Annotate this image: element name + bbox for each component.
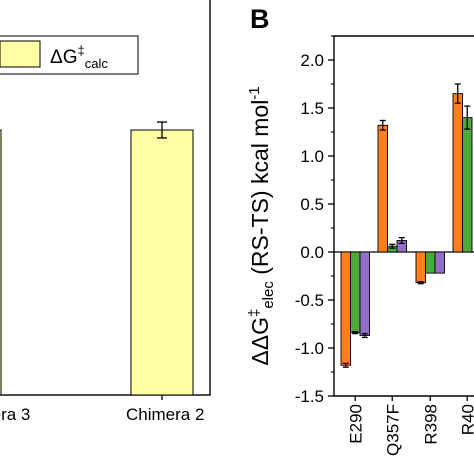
y-axis-label-sup: ‡	[246, 309, 263, 317]
legend-label-sup: ‡	[77, 43, 84, 58]
bar-chimera-2	[130, 129, 194, 396]
x-tick-label: Chimera 2	[126, 405, 204, 424]
y-axis-label-sub: elec	[260, 281, 277, 309]
bar-r398-series-2	[425, 251, 436, 274]
legend-swatch	[0, 40, 41, 68]
y-axis-label-prefix: ΔΔG	[247, 317, 273, 366]
bar-chimera-3	[0, 129, 2, 396]
bar-e290-series-1	[340, 251, 351, 366]
legend-label-sub: calc	[85, 56, 109, 71]
bar-r398-series-3	[434, 251, 445, 274]
y-tick-label: -1.0	[295, 339, 324, 358]
y-axis-label-text: (RS-TS) kcal mol	[247, 100, 273, 281]
panel-label-b: B	[250, 4, 270, 34]
bar-r398-series-1	[415, 251, 426, 284]
x-tick-label: era 3	[0, 405, 30, 424]
y-tick-label: -0.5	[295, 291, 324, 310]
bar-r404-series-2	[462, 117, 473, 253]
x-tick-label: Q357F	[383, 404, 402, 456]
y-tick-label: -1.5	[295, 387, 324, 406]
bar-r404-series-1	[452, 93, 463, 253]
y-axis-label-unit-sup: -1	[246, 86, 263, 99]
x-tick-label: R398	[421, 404, 440, 445]
legend-label: ΔG‡calc	[50, 43, 108, 71]
panel-b: -1.5 -1.0 -0.5 0.0 0.5 1.0 1.5 2.0 ΔΔG‡elec (RS-…	[246, 4, 474, 456]
bar-e290-series-2	[350, 251, 361, 334]
x-tick-label: R40	[458, 404, 474, 435]
y-tick-label: 1.0	[300, 147, 324, 166]
y-tick-label: 2.0	[300, 51, 324, 70]
y-axis-label: ΔΔG‡elec (RS-TS) kcal mol-1	[246, 86, 277, 365]
panel-a: era 3 Chimera 2 ΔG‡calc	[0, 0, 211, 424]
y-tick-label: 0.5	[300, 195, 324, 214]
plot-frame	[0, 0, 211, 396]
legend-label-main: ΔG	[50, 47, 77, 68]
y-tick-label: 0.0	[300, 243, 324, 262]
x-tick-label: E290	[346, 404, 365, 444]
y-tick-label: 1.5	[300, 99, 324, 118]
bar-q357f-series-1	[377, 124, 388, 253]
bar-e290-series-3	[359, 251, 370, 336]
